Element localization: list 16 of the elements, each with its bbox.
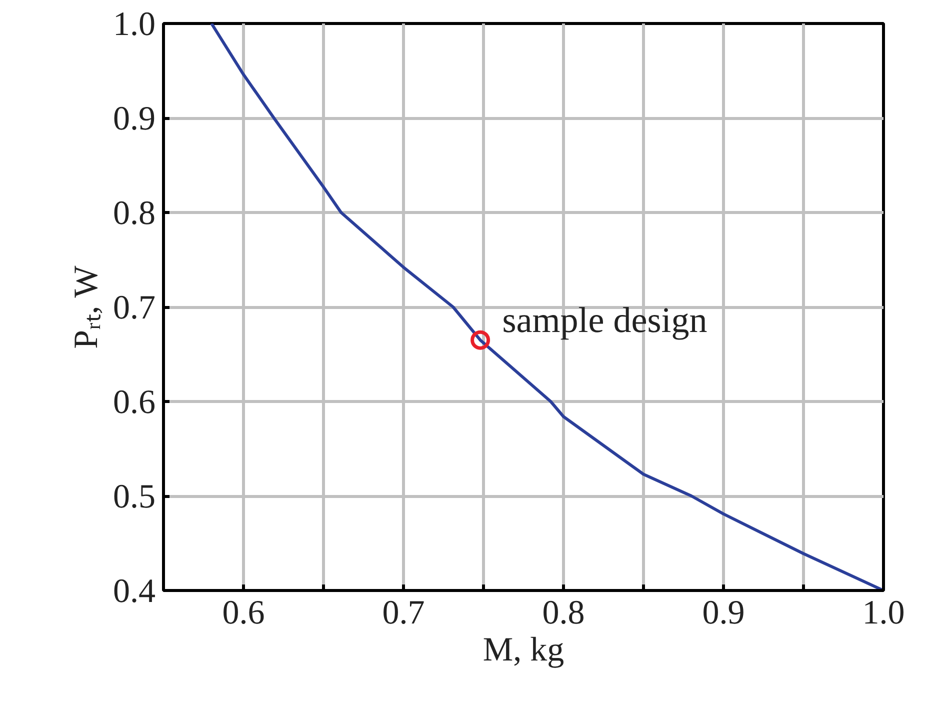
- y-tick-label: 0.5: [113, 478, 156, 516]
- x-tick-label: 0.9: [702, 594, 745, 632]
- line-series: [210, 24, 884, 590]
- annotation: sample design: [502, 300, 708, 340]
- y-tick-label: 0.9: [113, 100, 156, 138]
- x-tick-label: 0.8: [542, 594, 585, 632]
- x-tick-label: 0.7: [382, 594, 425, 632]
- x-tick-label: 0.6: [222, 594, 265, 632]
- y-tick-label: 0.8: [113, 195, 156, 232]
- y-tick-label: 0.4: [113, 573, 156, 610]
- y-tick-label: 0.7: [113, 290, 156, 326]
- y-tick-label: 1.0: [113, 6, 156, 43]
- x-axis-title: M, kg: [482, 632, 564, 668]
- y-axis-title: Pᵣₜ, W: [68, 264, 105, 349]
- y-tick-label: 0.6: [113, 384, 156, 421]
- x-tick-label: 1.0: [862, 594, 905, 632]
